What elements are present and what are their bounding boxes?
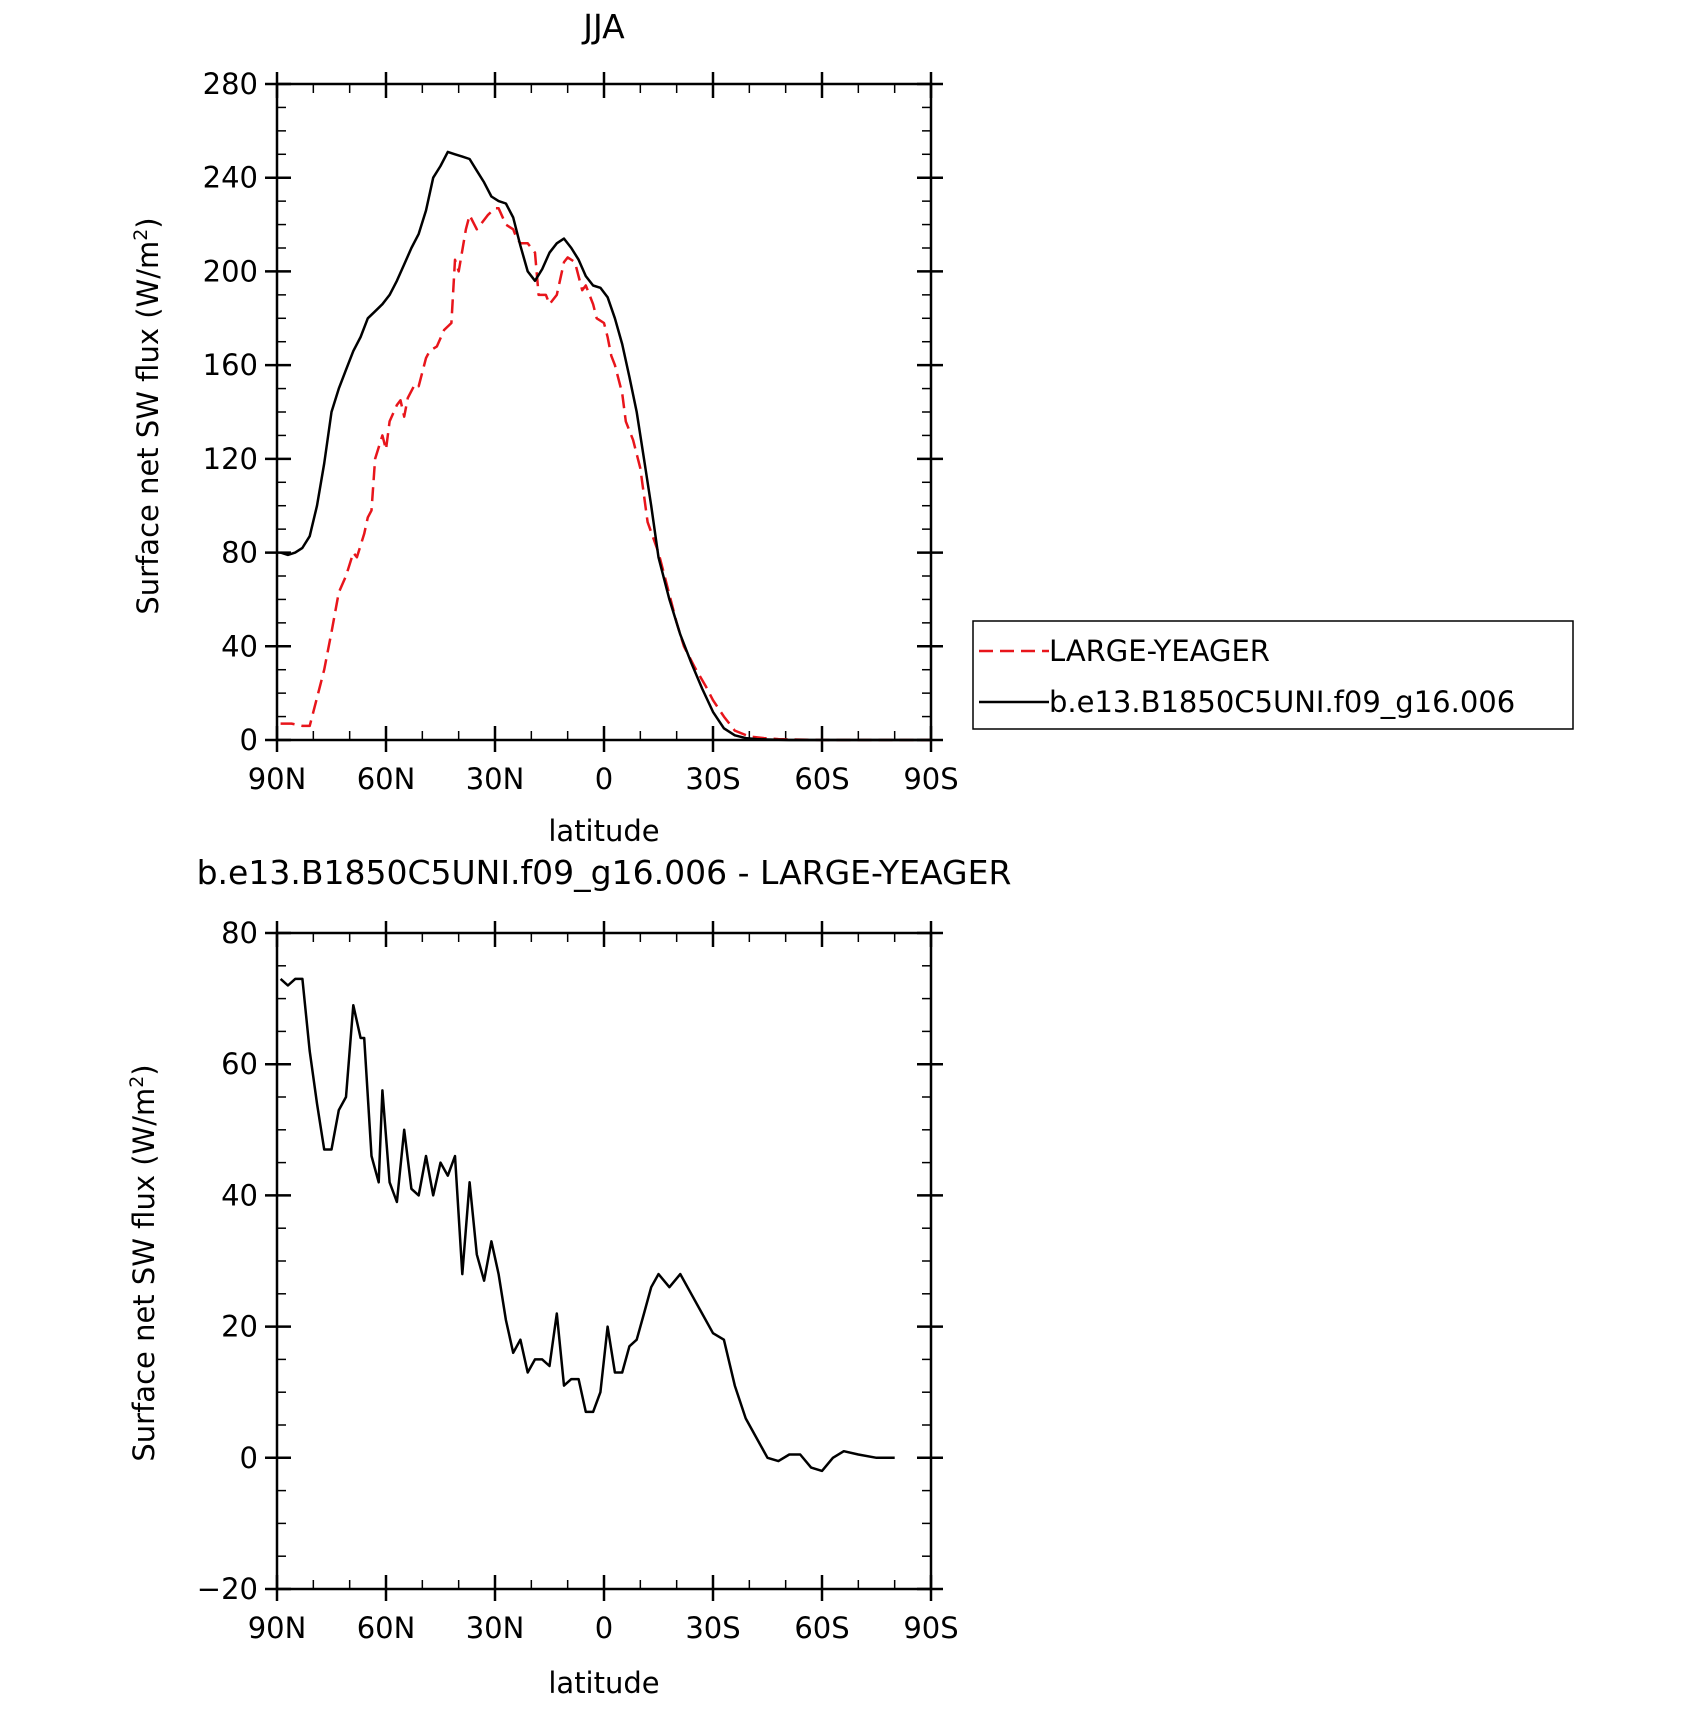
bottom-x-tick-label: 60N (357, 1611, 416, 1645)
legend-box (972, 620, 1574, 730)
bottom-title: b.e13.B1850C5UNI.f09_g16.006 - LARGE-YEA… (197, 853, 1012, 892)
bottom-y-tick-label: 40 (221, 1178, 258, 1212)
top-y-tick-label: 280 (203, 67, 258, 101)
bottom-y-tick-label: 0 (240, 1441, 258, 1475)
bottom-y-tick-label: 80 (221, 916, 258, 950)
top-title: JJA (581, 7, 625, 46)
top-y-tick-label: 80 (221, 536, 258, 570)
top-series-line-0 (280, 206, 931, 742)
top-x-tick-label: 60S (794, 762, 849, 796)
top-y-tick-label: 0 (240, 723, 258, 757)
top-series-lines (280, 150, 931, 742)
bottom-axis-ticks: 90N 60N 30N 0 30S 60S 90S −20 0 20 40 60 80 (197, 916, 959, 1645)
bottom-x-tick-label: 90N (248, 1611, 307, 1645)
legend-label-b1850: b.e13.B1850C5UNI.f09_g16.006 (1049, 685, 1515, 719)
bottom-y-tick-label: −20 (197, 1572, 258, 1606)
top-x-tick-label: 60N (357, 762, 416, 796)
top-legend: LARGE-YEAGER b.e13.B1850C5UNI.f09_g16.00… (972, 620, 1574, 730)
top-axis-ticks: 90N 60N 30N 0 30S 60S 90S 0 40 80 120 160 200 240 280 (203, 67, 959, 796)
legend-label-large-yeager: LARGE-YEAGER (1049, 634, 1270, 668)
top-ylabel: Surface net SW flux (W/m2) (130, 217, 165, 614)
bottom-x-tick-label: 30S (685, 1611, 740, 1645)
top-y-tick-label: 200 (203, 254, 258, 288)
top-ylabel-superscript: 2 (130, 229, 152, 241)
top-y-tick-label: 120 (203, 442, 258, 476)
bottom-x-tick-label: 0 (595, 1611, 613, 1645)
bottom-xlabel: latitude (548, 1666, 659, 1700)
top-y-tick-label: 160 (203, 348, 258, 382)
top-x-tick-label: 30S (685, 762, 740, 796)
bottom-series-line-0 (279, 977, 895, 1473)
top-y-tick-label: 240 (203, 161, 258, 195)
top-x-tick-label: 90S (903, 762, 958, 796)
top-x-tick-label: 30N (466, 762, 525, 796)
top-plot-frame (275, 82, 933, 742)
bottom-ylabel-superscript: 2 (126, 1076, 148, 1088)
bottom-series-lines (279, 977, 895, 1473)
bottom-plot-frame (275, 931, 933, 1591)
bottom-x-tick-label: 60S (794, 1611, 849, 1645)
top-x-tick-label: 90N (248, 762, 307, 796)
top-y-tick-label: 40 (221, 629, 258, 663)
top-panel: JJA Surface net SW flux (W/m2) latitude … (130, 7, 1574, 848)
top-x-tick-label: 0 (595, 762, 613, 796)
bottom-ylabel: Surface net SW flux (W/m2) (126, 1064, 161, 1461)
bottom-x-tick-label: 90S (903, 1611, 958, 1645)
bottom-panel: b.e13.B1850C5UNI.f09_g16.006 - LARGE-YEA… (126, 853, 1011, 1700)
bottom-y-tick-label: 20 (221, 1310, 258, 1344)
bottom-x-tick-label: 30N (466, 1611, 525, 1645)
bottom-y-tick-label: 60 (221, 1047, 258, 1081)
top-xlabel: latitude (548, 814, 659, 848)
